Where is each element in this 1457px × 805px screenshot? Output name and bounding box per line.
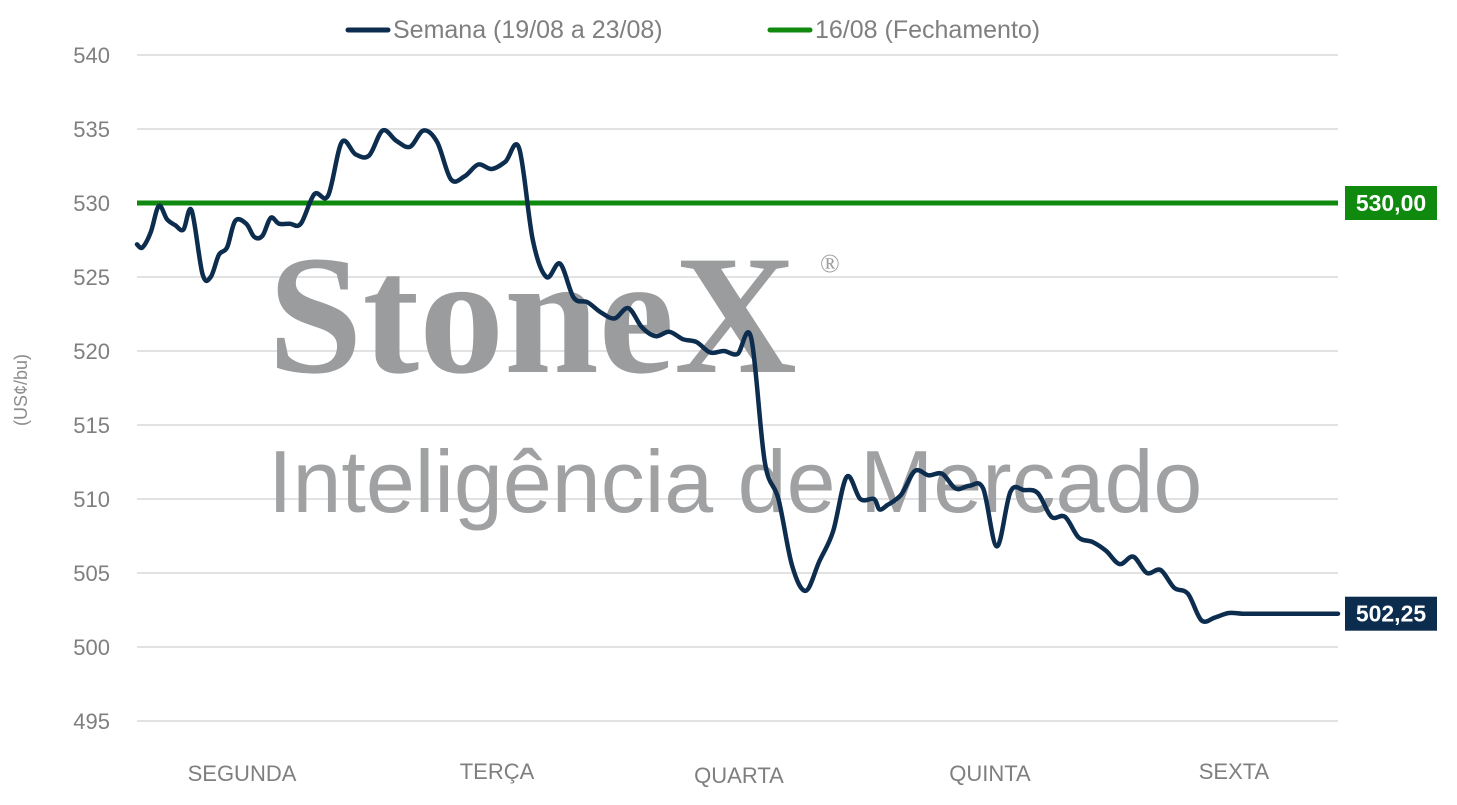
y-tick-label: 530 [73,191,110,216]
x-axis-categories: SEGUNDA TERÇA QUARTA QUINTA SEXTA [188,759,1270,788]
y-tick-label: 515 [73,413,110,438]
x-category-label: QUARTA [694,763,784,788]
end-label-semana: 502,25 [1356,601,1427,627]
x-category-label: SEXTA [1199,759,1270,784]
y-tick-label: 520 [73,339,110,364]
end-label-semana-box [1345,596,1437,631]
x-category-label: SEGUNDA [188,761,297,786]
legend-label-fechamento: 16/08 (Fechamento) [815,16,1040,44]
x-category-label: QUINTA [949,761,1031,786]
legend-label-semana: Semana (19/08 a 23/08) [393,16,663,44]
watermark-registered-mark: ® [820,249,840,278]
y-tick-label: 535 [73,117,110,142]
watermark-brand: StoneX [268,221,797,409]
legend: Semana (19/08 a 23/08) 16/08 (Fechamento… [345,16,1040,44]
x-category-label: TERÇA [460,759,535,784]
y-axis-label: (US¢/bu) [11,354,31,426]
y-tick-label: 540 [73,43,110,68]
watermark: StoneX ® Inteligência de Mercado [268,221,1202,531]
watermark-subtitle: Inteligência de Mercado [268,432,1202,531]
end-label-fechamento-box [1345,186,1437,220]
y-tick-label: 510 [73,487,110,512]
y-tick-label: 525 [73,265,110,290]
y-axis-ticks: 495 500 505 510 515 520 525 530 535 540 [73,43,110,734]
y-tick-label: 495 [73,709,110,734]
series [134,127,1341,624]
end-label-fechamento: 530,00 [1356,190,1426,216]
end-labels: 530,00 502,25 [1345,186,1437,631]
series-line-semana [134,127,1341,624]
y-tick-label: 505 [73,561,110,586]
y-tick-label: 500 [73,635,110,660]
